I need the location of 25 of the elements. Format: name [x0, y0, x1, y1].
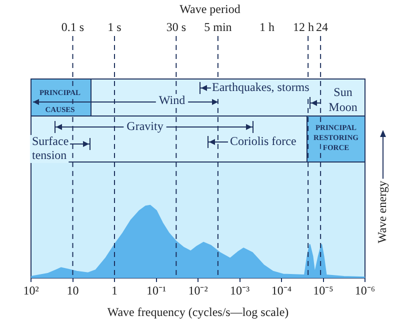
text: Sun Moon: [328, 85, 358, 114]
ref-line-label: 5 min: [204, 20, 232, 34]
text: 1 h: [260, 20, 274, 34]
text: Gravity: [126, 119, 164, 134]
x-tick-label: 10: [66, 283, 79, 298]
text: 24: [316, 20, 328, 34]
text: Wave period: [180, 2, 240, 16]
x-tick-label: 10⁻⁴: [271, 283, 292, 298]
x-tick-label: 10⁻²: [188, 283, 208, 298]
x-tick-label: 10⁻⁵: [313, 283, 334, 298]
text: Earthquakes, storms: [212, 80, 310, 94]
text: Wind: [158, 93, 186, 108]
ref-line-label: 30 s: [166, 20, 186, 34]
ref-line-label: 1 s: [108, 20, 122, 34]
ref-line-label: 12 h: [293, 20, 314, 34]
x-tick-label: 10⁻³: [230, 283, 250, 298]
x-tick-label: 1: [112, 283, 118, 298]
x-axis-title: Wave frequency (cycles/s—log scale): [107, 304, 289, 319]
y-axis-title: Wave energy: [375, 180, 390, 244]
text: Surface tension: [32, 134, 69, 162]
x-tick-label: 10⁻¹: [146, 283, 166, 298]
text: Coriolis force: [230, 134, 296, 148]
x-tick-label: 10²: [23, 283, 40, 298]
ref-line-label: 0.1 s: [61, 20, 84, 34]
x-tick-label: 10⁻⁶: [354, 283, 376, 298]
